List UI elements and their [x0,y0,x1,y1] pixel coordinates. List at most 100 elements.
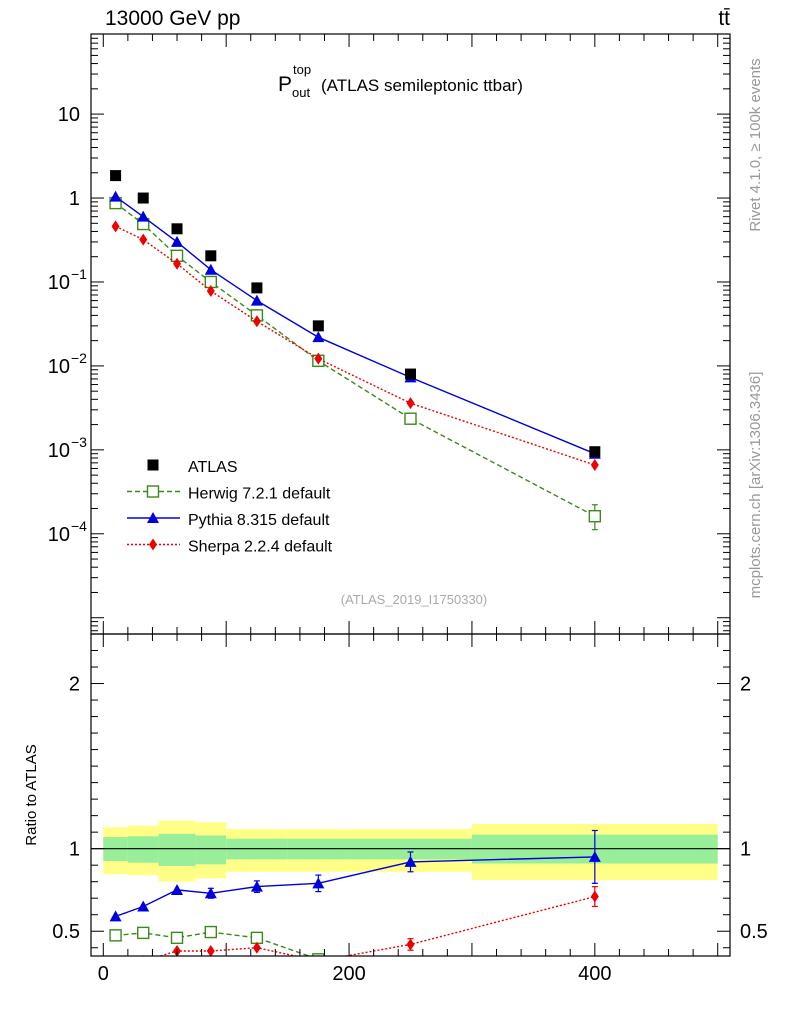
x-tick-label: 400 [578,963,611,985]
x-tick-label: 0 [98,963,109,985]
legend-marker-atlas [147,459,159,471]
ratio-y-tick-label-right: 1 [740,839,751,861]
point-sherpa [139,233,148,246]
ratio-point-herwig [312,953,325,956]
title-superscript: top [293,62,311,77]
series-line-pythia [115,196,596,455]
rivet-version-label: Rivet 4.1.0, ≥ 100k events [747,58,764,231]
point-pythia [137,210,150,222]
point-sherpa [406,397,415,410]
process-label: tt̄ [718,7,730,30]
point-herwig [404,412,417,425]
axis-ticks [91,33,730,956]
point-herwig [588,510,602,523]
point-pythia [171,235,184,247]
title-symbol: P [278,73,292,96]
series-pythia [109,190,601,459]
legend-entry-pythia: Pythia 8.315 default [127,512,330,529]
series-sherpa [111,220,599,472]
ratio-point-pythia [404,855,417,867]
y-tick-label: 10 [48,524,70,546]
legend-label-pythia: Pythia 8.315 default [188,512,330,529]
ratio-point-herwig [137,926,150,940]
point-sherpa [252,315,261,328]
point-sherpa [206,285,215,298]
y-tick-label: 10 [48,356,70,378]
y-tick-exponent: −3 [71,434,87,450]
title-subscript: out [292,85,310,100]
band-inner [195,835,227,865]
point-atlas [110,170,122,182]
ratio-point-sherpa [252,941,261,954]
legend-marker-herwig [146,485,160,498]
ratio-point-herwig [170,931,184,945]
point-pythia [109,190,122,202]
ratio-point-pythia [137,900,150,912]
main-series [109,170,602,531]
axes [90,33,731,957]
series-line-sherpa [115,225,596,466]
ratio-point-pythia [171,883,184,895]
y-tick-label: 10 [58,104,80,126]
y-tick-exponent: −2 [71,350,87,366]
point-pythia [204,263,217,275]
legend: ATLAS Herwig 7.2.1 default Pythia 8.315 de… [127,459,333,556]
analysis-id: (ATLAS_2019_I1750330) [341,592,487,607]
y-tick-exponent: −1 [71,266,87,282]
ratio-panel-frame [90,633,731,957]
legend-label-herwig: Herwig 7.2.1 default [188,486,331,503]
point-sherpa [590,459,599,472]
point-pythia [312,331,325,343]
point-atlas [312,320,324,332]
point-atlas [171,223,183,235]
ratio-series-pythia [109,829,601,922]
ratio-y-tick-label: 2 [69,674,80,696]
ratio-point-sherpa [590,890,599,903]
point-sherpa [314,352,323,365]
legend-entry-sherpa: Sherpa 2.2.4 default [127,538,333,556]
legend-entry-herwig: Herwig 7.2.1 default [127,485,331,503]
ratio-point-pythia [312,877,325,889]
point-atlas [589,446,601,458]
x-tick-label: 200 [332,963,365,985]
ratio-point-herwig [204,925,218,939]
ratio-series-herwig [109,925,416,975]
ratio-point-herwig [250,931,264,945]
mcplots-label: mcplots.cern.ch [arXiv:1306.3436] [747,372,764,599]
band-inner [127,836,159,863]
point-atlas [205,250,217,262]
point-atlas [405,368,416,380]
band-inner [158,833,196,867]
main-panel-frame [90,33,731,635]
series-atlas [110,170,601,458]
ratio-y-tick-label: 0.5 [52,921,80,943]
ratio-point-sherpa [206,945,215,956]
ratio-point-sherpa [406,938,415,951]
ratio-uncertainty-bands [103,820,718,882]
ratio-series [109,829,601,979]
energy-label: 13000 GeV pp [105,7,240,30]
ratio-point-pythia [250,880,263,892]
ratio-series-sherpa [112,886,599,979]
ratio-point-herwig [405,964,416,975]
plot-title: P top out (ATLAS semileptonic ttbar) [278,62,523,100]
y-tick-label: 10 [48,440,70,462]
point-sherpa [173,257,182,270]
ratio-axis-label: Ratio to ATLAS [23,744,40,845]
ratio-point-sherpa [112,967,120,979]
ratio-point-pythia [204,887,217,899]
point-sherpa [111,220,120,233]
point-pythia [250,294,263,306]
legend-marker-sherpa [149,538,157,551]
y-tick-label: 10 [48,272,70,294]
ratio-line-sherpa [157,895,595,956]
ratio-y-tick-label-right: 0.5 [740,921,768,943]
ratio-line-pythia [115,856,595,918]
legend-label-atlas: ATLAS [188,459,238,476]
ratio-point-sherpa [142,954,144,956]
legend-entry-atlas: ATLAS [147,459,238,476]
ratio-point-pythia [109,910,122,922]
point-atlas [137,192,149,204]
